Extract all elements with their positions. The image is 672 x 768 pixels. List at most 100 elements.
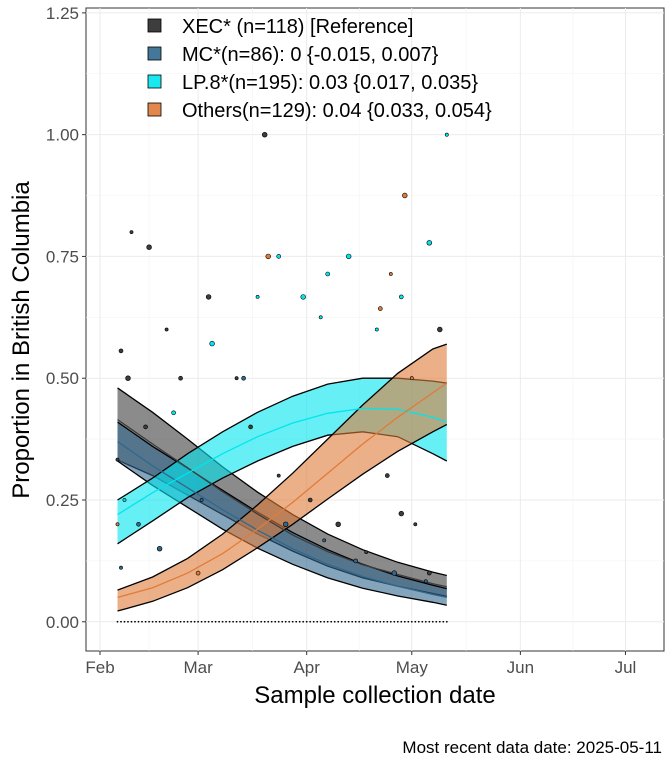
point-series-2 <box>300 294 306 300</box>
zero-point <box>260 620 263 623</box>
zero-point <box>270 620 273 623</box>
point-series-3 <box>388 272 393 276</box>
grid-lines <box>86 8 664 651</box>
zero-point <box>445 620 448 623</box>
point-series-0 <box>143 424 148 430</box>
zero-point <box>263 620 266 623</box>
y-axis-ticks: 0.00 0.25 0.50 0.75 1.00 1.25 <box>46 4 86 632</box>
zero-point <box>155 620 158 623</box>
point-series-1 <box>136 521 141 527</box>
zero-point <box>232 620 235 623</box>
zero-point <box>326 620 329 623</box>
zero-point <box>361 620 364 623</box>
zero-point <box>176 620 179 623</box>
y-tick-label: 0.25 <box>46 491 79 510</box>
zero-point <box>169 620 172 623</box>
fit-line-series-2 <box>117 407 448 516</box>
fit-lines <box>117 382 448 599</box>
y-tick-label: 0.75 <box>46 247 79 266</box>
point-series-2 <box>444 132 449 137</box>
legend-key-series-1 <box>147 46 162 61</box>
zero-point <box>214 620 217 623</box>
zero-point <box>218 620 221 623</box>
legend-label-series-3: Others(n=129): 0.04 {0.033, 0.054} <box>182 100 492 122</box>
point-series-3 <box>265 253 271 260</box>
point-series-0 <box>426 570 432 576</box>
zero-point <box>162 620 165 623</box>
x-tick-label: May <box>396 658 429 677</box>
zero-point <box>228 620 231 623</box>
zero-point <box>267 620 270 623</box>
zero-point <box>148 620 151 623</box>
x-tick-label: Mar <box>183 658 213 677</box>
zero-point <box>186 620 189 623</box>
point-series-2 <box>426 240 432 246</box>
band-upper-series-1 <box>117 421 447 590</box>
fit-line-series-0 <box>117 419 447 588</box>
point-series-2 <box>209 340 215 347</box>
zero-point <box>123 620 126 623</box>
legend-key-series-3 <box>147 102 162 117</box>
zero-point <box>144 620 147 623</box>
zero-point <box>428 620 431 623</box>
zero-point <box>190 620 193 623</box>
x-tick-label: Jul <box>615 658 637 677</box>
zero-point <box>421 620 424 623</box>
zero-point <box>368 620 371 623</box>
zero-point <box>393 620 396 623</box>
point-series-3 <box>377 306 383 311</box>
y-tick-label: 1.00 <box>46 126 79 145</box>
point-series-0 <box>234 376 239 381</box>
zero-point <box>435 620 438 623</box>
zero-point <box>295 620 298 623</box>
legend-label-series-2: LP.8*(n=195): 0.03 {0.017, 0.035} <box>182 72 478 94</box>
zero-point <box>400 620 403 623</box>
zero-point <box>340 620 343 623</box>
zero-point <box>239 620 242 623</box>
y-tick-label: 0.00 <box>46 613 79 632</box>
zero-point <box>337 620 340 623</box>
x-axis-title: Sample collection date <box>254 682 495 709</box>
zero-point <box>298 620 301 623</box>
point-series-3 <box>402 192 408 199</box>
zero-point <box>330 620 333 623</box>
point-series-0 <box>276 473 281 478</box>
point-series-1 <box>199 498 204 502</box>
x-tick-label: Feb <box>85 658 114 677</box>
zero-point <box>158 620 161 623</box>
y-axis-title: Proportion in British Columbia <box>8 181 35 499</box>
zero-point <box>375 620 378 623</box>
x-axis-ticks: Feb Mar Apr May Jun Jul <box>85 651 636 677</box>
point-series-3 <box>409 376 414 381</box>
zero-point <box>305 620 308 623</box>
zero-point <box>179 620 182 623</box>
point-series-0 <box>398 510 404 517</box>
point-series-1 <box>391 570 397 576</box>
point-series-0 <box>364 550 369 555</box>
point-series-1 <box>353 558 359 564</box>
zero-point <box>225 620 228 623</box>
zero-point <box>414 620 417 623</box>
zero-point <box>211 620 214 623</box>
zero-point <box>151 620 154 623</box>
legend-key-series-0 <box>147 18 162 33</box>
zero-point <box>358 620 361 623</box>
zero-point <box>246 620 249 623</box>
zero-point <box>277 620 280 623</box>
zero-point <box>141 620 143 623</box>
zero-point <box>221 620 224 623</box>
zero-point <box>410 620 413 623</box>
zero-point <box>281 620 284 623</box>
zero-point <box>417 620 420 623</box>
point-series-2 <box>346 253 352 260</box>
legend-label-series-0: XEC* (n=118) [Reference] <box>182 16 413 38</box>
data-points <box>115 132 449 584</box>
point-series-1 <box>322 538 327 543</box>
point-series-1 <box>156 545 163 552</box>
point-series-1 <box>283 521 289 527</box>
zero-point <box>183 620 186 623</box>
point-series-0 <box>205 294 212 300</box>
y-tick-label: 1.25 <box>46 4 79 23</box>
zero-point <box>116 620 119 623</box>
point-series-2 <box>398 294 404 300</box>
